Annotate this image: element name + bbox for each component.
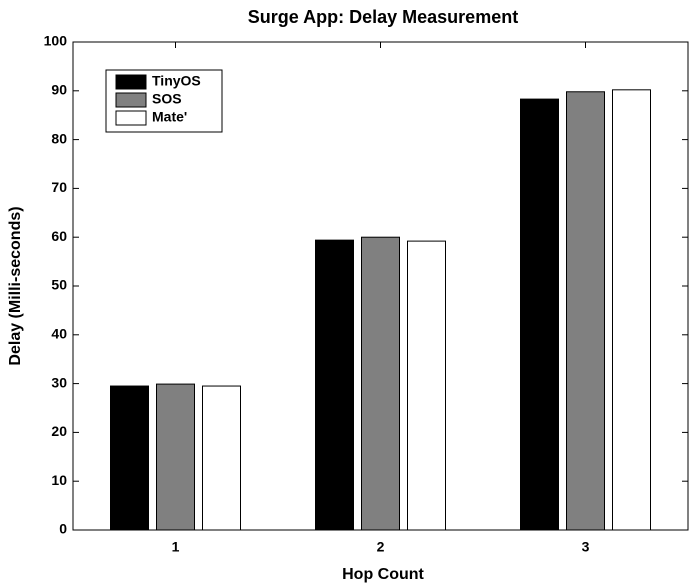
y-tick-label: 60 xyxy=(51,228,67,244)
bar xyxy=(361,236,400,531)
y-tick-label: 90 xyxy=(51,82,67,98)
y-tick-label: 0 xyxy=(59,521,67,537)
legend-label: Mate' xyxy=(152,109,187,125)
bar xyxy=(566,91,605,531)
y-tick-label: 30 xyxy=(51,374,67,390)
legend-label: SOS xyxy=(152,91,182,107)
y-tick-label: 10 xyxy=(51,472,67,488)
y-tick-label: 50 xyxy=(51,277,67,293)
legend-swatch xyxy=(115,92,147,108)
x-tick-label: 3 xyxy=(582,539,590,555)
bar xyxy=(407,240,446,531)
y-tick-label: 40 xyxy=(51,326,67,342)
bar xyxy=(156,383,195,531)
x-axis-label: Hop Count xyxy=(342,566,424,583)
legend-swatch xyxy=(115,74,147,90)
legend-swatch xyxy=(115,110,147,126)
y-axis-label: Delay (Milli-seconds) xyxy=(7,206,24,365)
y-tick-label: 70 xyxy=(51,179,67,195)
y-tick-label: 20 xyxy=(51,423,67,439)
bar xyxy=(612,89,651,531)
bar xyxy=(202,385,241,531)
y-tick-label: 100 xyxy=(44,33,68,49)
bar xyxy=(315,239,354,531)
chart-title: Surge App: Delay Measurement xyxy=(248,7,518,27)
x-tick-label: 1 xyxy=(172,539,180,555)
y-tick-label: 80 xyxy=(51,130,67,146)
x-tick-label: 2 xyxy=(377,539,385,555)
bar xyxy=(110,385,149,531)
plot-frame xyxy=(72,41,689,531)
bar xyxy=(520,98,559,531)
legend-label: TinyOS xyxy=(152,73,201,89)
